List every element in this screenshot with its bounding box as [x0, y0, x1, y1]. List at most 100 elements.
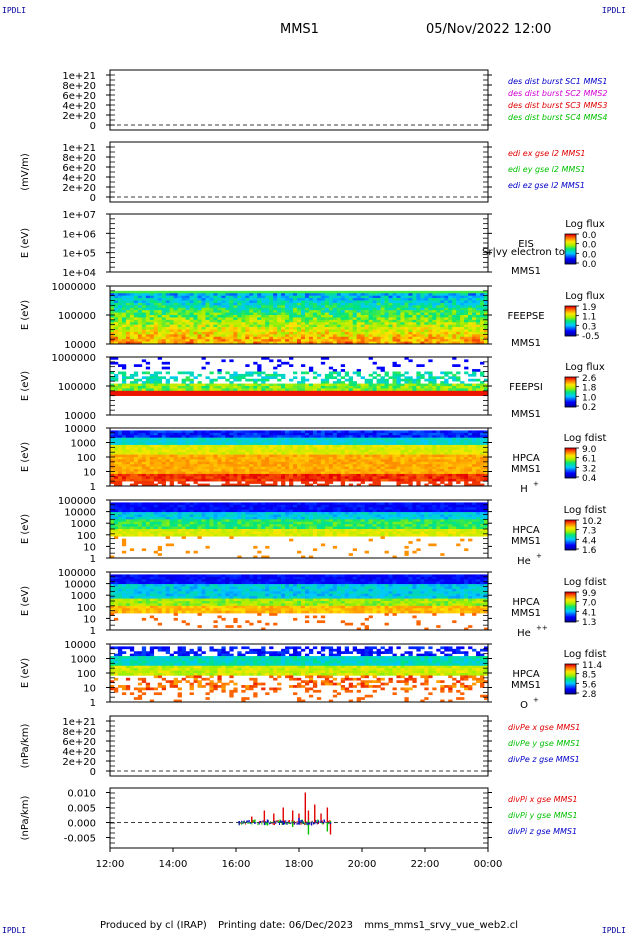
heatmap-cell	[448, 317, 452, 320]
heatmap-cell	[122, 462, 126, 465]
heatmap-cell	[138, 386, 142, 389]
heatmap-cell	[420, 310, 424, 313]
heatmap-cell	[305, 308, 309, 311]
heatmap-cell	[237, 433, 241, 436]
heatmap-cell	[186, 327, 190, 330]
heatmap-cell	[194, 384, 198, 387]
heatmap-cell	[233, 313, 237, 316]
heatmap-cell	[424, 330, 428, 333]
heatmap-cell	[365, 317, 369, 320]
heatmap-cell	[229, 298, 233, 301]
heatmap-cell	[305, 393, 309, 396]
heatmap-cell	[221, 440, 225, 443]
heatmap-cell	[110, 330, 114, 333]
heatmap-cell	[329, 393, 333, 396]
heatmap-cell	[194, 327, 198, 330]
heatmap-cell	[432, 391, 436, 394]
heatmap-cell	[404, 317, 408, 320]
heatmap-cell	[245, 310, 249, 313]
heatmap-cell	[209, 393, 213, 396]
heatmap-cell	[162, 384, 166, 387]
heatmap-cell	[134, 374, 138, 377]
heatmap-cell	[170, 443, 174, 446]
heatmap-cell	[297, 438, 301, 441]
heatmap-cell	[420, 440, 424, 443]
heatmap-cell	[182, 464, 186, 467]
heatmap-cell	[237, 391, 241, 394]
heatmap-cell	[329, 459, 333, 462]
heatmap-cell	[202, 435, 206, 438]
heatmap-cell	[150, 459, 154, 462]
heatmap-cell	[162, 450, 166, 453]
heatmap-cell	[202, 337, 206, 340]
heatmap-cell	[301, 313, 305, 316]
heatmap-cell	[269, 359, 273, 362]
heatmap-cell	[202, 367, 206, 370]
heatmap-cell	[309, 430, 313, 433]
heatmap-cell	[365, 296, 369, 299]
heatmap-cell	[460, 327, 464, 330]
heatmap-cell	[245, 462, 249, 465]
heatmap-cell	[225, 386, 229, 389]
heatmap-cell	[416, 452, 420, 455]
heatmap-cell	[186, 472, 190, 475]
heatmap-cell	[237, 443, 241, 446]
heatmap-cell	[325, 339, 329, 342]
heatmap-cell	[118, 384, 122, 387]
heatmap-cell	[345, 315, 349, 318]
heatmap-cell	[205, 322, 209, 325]
heatmap-cell	[241, 337, 245, 340]
heatmap-cell	[122, 479, 126, 482]
heatmap-cell	[369, 317, 373, 320]
heatmap-cell	[317, 296, 321, 299]
heatmap-cell	[349, 376, 353, 379]
heatmap-cell	[472, 384, 476, 387]
heatmap-cell	[381, 301, 385, 304]
heatmap-cell	[257, 445, 261, 448]
heatmap-cell	[118, 450, 122, 453]
heatmap-cell	[150, 479, 154, 482]
heatmap-cell	[329, 443, 333, 446]
heatmap-cell	[377, 481, 381, 484]
heatmap-cell	[329, 320, 333, 323]
heatmap-cell	[186, 305, 190, 308]
heatmap-cell	[345, 391, 349, 394]
heatmap-cell	[281, 376, 285, 379]
heatmap-cell	[357, 334, 361, 337]
heatmap-cell	[424, 332, 428, 335]
heatmap-cell	[361, 447, 365, 450]
heatmap-cell	[285, 334, 289, 337]
heatmap-cell	[110, 334, 114, 337]
heatmap-cell	[269, 474, 273, 477]
heatmap-cell	[428, 450, 432, 453]
heatmap-cell	[269, 462, 273, 465]
heatmap-cell	[297, 388, 301, 391]
heatmap-cell	[381, 472, 385, 475]
heatmap-cell	[408, 469, 412, 472]
heatmap-cell	[213, 476, 217, 479]
heatmap-cell	[317, 462, 321, 465]
heatmap-cell	[424, 464, 428, 467]
heatmap-cell	[174, 476, 178, 479]
heatmap-cell	[150, 457, 154, 460]
heatmap-cell	[301, 364, 305, 367]
heatmap-cell	[277, 430, 281, 433]
heatmap-cell	[373, 455, 377, 458]
heatmap-cell	[293, 339, 297, 342]
heatmap-cell	[396, 296, 400, 299]
heatmap-cell	[428, 332, 432, 335]
heatmap-cell	[154, 430, 158, 433]
heatmap-cell	[269, 330, 273, 333]
heatmap-cell	[404, 452, 408, 455]
heatmap-cell	[369, 467, 373, 470]
heatmap-cell	[229, 457, 233, 460]
heatmap-cell	[150, 388, 154, 391]
heatmap-cell	[361, 450, 365, 453]
heatmap-cell	[333, 384, 337, 387]
heatmap-cell	[253, 430, 257, 433]
heatmap-cell	[166, 445, 170, 448]
heatmap-cell	[277, 440, 281, 443]
heatmap-cell	[309, 388, 313, 391]
heatmap-cell	[130, 479, 134, 482]
heatmap-cell	[241, 474, 245, 477]
